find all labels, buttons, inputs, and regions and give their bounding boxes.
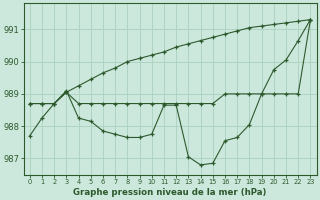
- X-axis label: Graphe pression niveau de la mer (hPa): Graphe pression niveau de la mer (hPa): [73, 188, 267, 197]
